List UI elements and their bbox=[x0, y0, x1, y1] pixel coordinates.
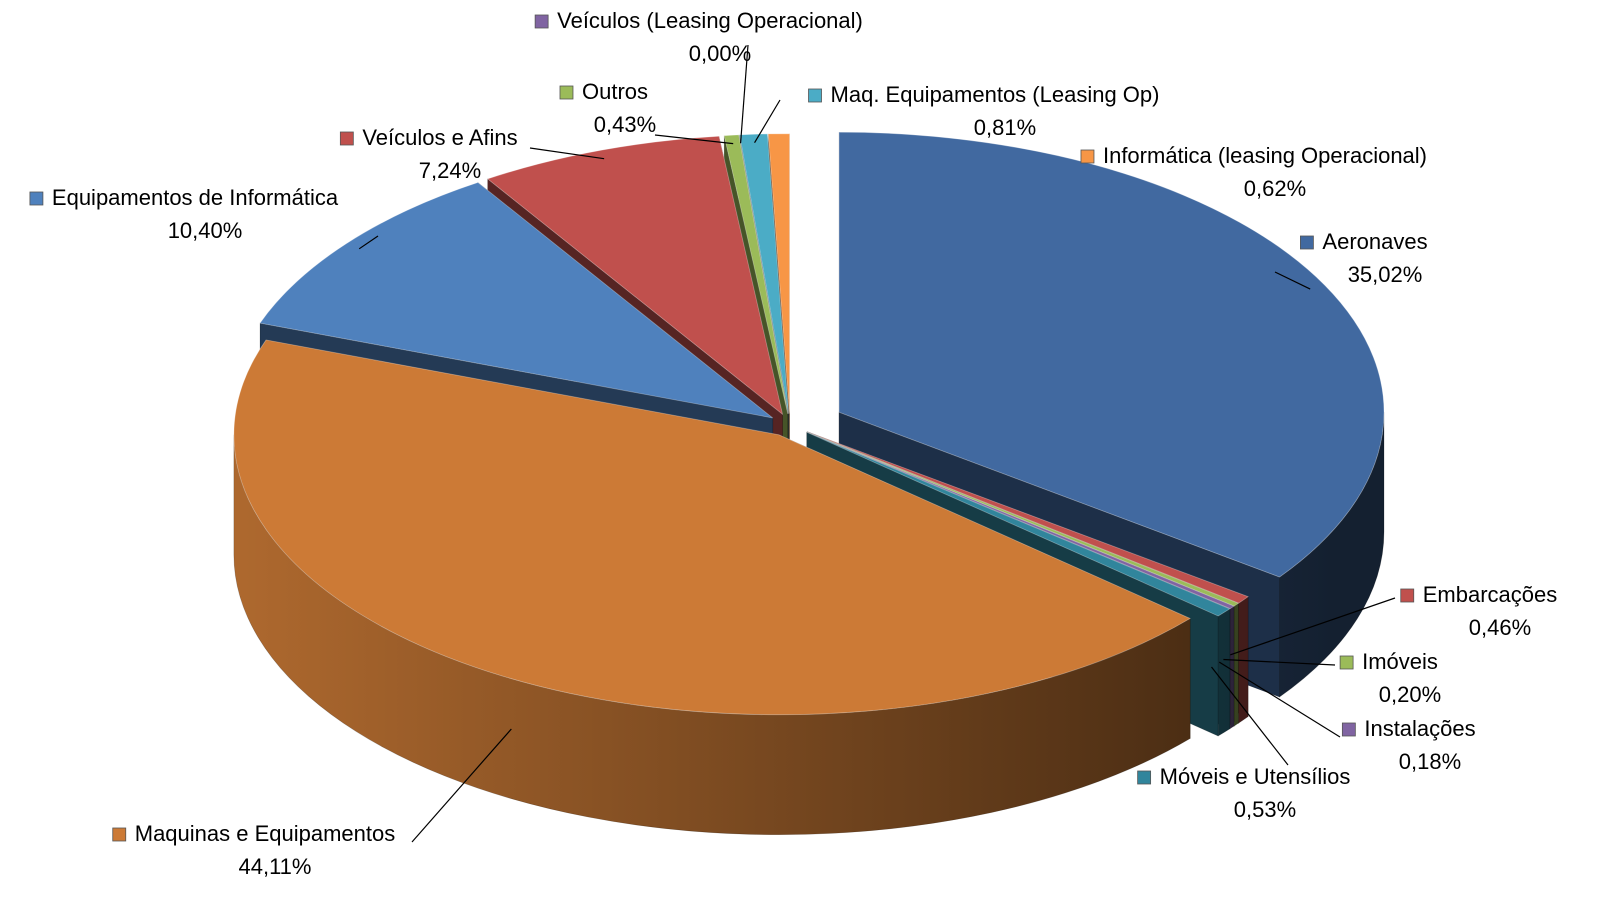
slice bbox=[807, 431, 1240, 607]
legend-label: Imóveis bbox=[1362, 649, 1438, 674]
slice-side bbox=[1229, 605, 1235, 730]
slice bbox=[767, 133, 790, 414]
data-label: 0,46% bbox=[1469, 615, 1531, 640]
leader-line bbox=[411, 728, 512, 843]
legend-label: Veículos (Leasing Operacional) bbox=[557, 8, 863, 33]
slice bbox=[259, 182, 774, 419]
legend-label: Embarcações bbox=[1423, 582, 1558, 607]
slice bbox=[723, 134, 789, 414]
leader-line bbox=[1211, 666, 1289, 766]
legend-label: Aeronaves bbox=[1322, 229, 1427, 254]
leader-line bbox=[529, 147, 605, 160]
legend-label: Informática (leasing Operacional) bbox=[1103, 143, 1427, 168]
leader-line bbox=[754, 99, 781, 143]
leader-line bbox=[1230, 597, 1396, 656]
data-label: 0,00% bbox=[689, 41, 751, 66]
legend-label: Maq. Equipamentos (Leasing Op) bbox=[831, 82, 1160, 107]
data-label: 0,53% bbox=[1234, 797, 1296, 822]
data-label: 44,11% bbox=[239, 854, 312, 879]
slice bbox=[806, 431, 1231, 617]
legend-swatch bbox=[534, 14, 549, 29]
slice-side bbox=[1233, 602, 1239, 727]
data-label: 0,20% bbox=[1379, 682, 1441, 707]
slice bbox=[486, 135, 784, 416]
data-label: 35,02% bbox=[1348, 262, 1423, 287]
data-label: 0,43% bbox=[594, 112, 656, 137]
slice bbox=[233, 339, 1192, 716]
legend-label: Veículos e Afins bbox=[362, 125, 517, 150]
leader-line bbox=[358, 235, 379, 250]
legend-label: Móveis e Utensílios bbox=[1160, 764, 1351, 789]
legend-label: Maquinas e Equipamentos bbox=[135, 821, 396, 846]
legend-swatch bbox=[808, 88, 822, 103]
legend-swatch bbox=[1080, 149, 1095, 164]
legend-swatch bbox=[1341, 722, 1356, 737]
legend-label: Outros bbox=[582, 79, 648, 104]
legend-swatch bbox=[112, 827, 127, 842]
slice bbox=[807, 431, 1249, 604]
legend-label: Instalações bbox=[1364, 716, 1475, 741]
slice bbox=[739, 133, 789, 414]
legend-swatch bbox=[559, 85, 574, 100]
legend-swatch bbox=[29, 191, 44, 206]
legend-swatch bbox=[1400, 588, 1415, 603]
leader-line bbox=[1274, 271, 1311, 290]
data-label: 7,24% bbox=[419, 158, 481, 183]
slice-side bbox=[1217, 608, 1231, 737]
leader-line bbox=[654, 134, 734, 145]
legend-label: Equipamentos de Informática bbox=[52, 185, 339, 210]
leader-line bbox=[1218, 661, 1341, 738]
slice bbox=[838, 131, 1385, 578]
data-label: 0,81% bbox=[974, 115, 1036, 140]
legend-swatch bbox=[339, 131, 354, 146]
legend-swatch bbox=[1339, 655, 1354, 670]
legend-swatch bbox=[1137, 770, 1152, 785]
data-label: 0,18% bbox=[1399, 749, 1461, 774]
slice bbox=[806, 431, 1235, 610]
data-label: 10,40% bbox=[168, 218, 243, 243]
leader-line bbox=[1223, 658, 1336, 666]
legend-swatch bbox=[1300, 235, 1314, 250]
data-label: 0,62% bbox=[1244, 176, 1306, 201]
leader-line bbox=[739, 44, 749, 144]
